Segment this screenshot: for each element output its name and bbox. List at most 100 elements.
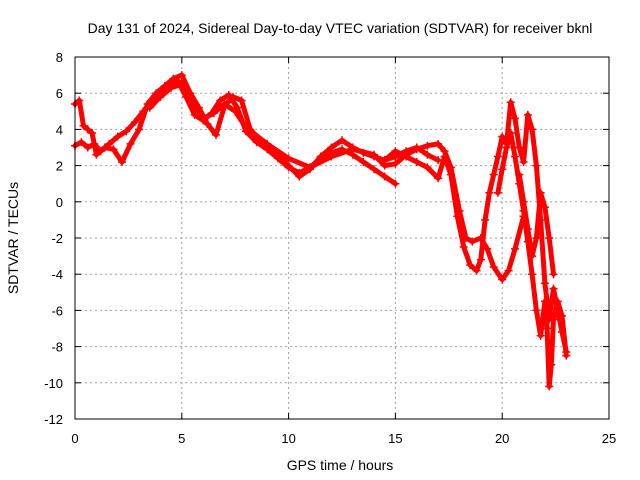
data-point [241, 123, 250, 132]
data-point [391, 159, 400, 168]
data-point [440, 152, 449, 161]
data-point [122, 127, 131, 136]
y-tick-label: -12 [44, 412, 63, 427]
data-point [327, 143, 336, 152]
data-point [295, 172, 304, 181]
data-point [348, 145, 357, 154]
data-point [523, 224, 532, 233]
x-tick-label: 10 [281, 431, 295, 446]
data-point [130, 118, 139, 127]
data-point [502, 143, 511, 152]
data-point [88, 129, 97, 138]
data-point [229, 92, 238, 101]
data-point [370, 150, 379, 159]
data-point [472, 266, 481, 275]
series-satellite-track-d [380, 98, 571, 357]
data-point [528, 252, 537, 261]
grid-lines [75, 57, 609, 419]
data-point [528, 270, 537, 279]
data-point [511, 244, 520, 253]
data-point [493, 188, 502, 197]
data-point [519, 157, 528, 166]
data-point [453, 212, 462, 221]
data-point [506, 98, 515, 107]
data-point [532, 306, 541, 315]
data-point [338, 136, 346, 145]
y-tick-label: -6 [51, 303, 63, 318]
data-point [545, 234, 554, 242]
data-point [498, 275, 507, 284]
data-point [543, 324, 552, 333]
data-point [532, 161, 541, 170]
y-tick-label: -4 [51, 267, 63, 282]
data-point [434, 174, 443, 183]
x-tick-label: 15 [388, 431, 402, 446]
data-point [545, 382, 554, 391]
data-point [423, 150, 432, 159]
data-point [536, 331, 545, 340]
data-point [79, 121, 88, 130]
chart-title: Day 131 of 2024, Sidereal Day-to-day VTE… [88, 20, 593, 36]
data-point [558, 311, 567, 320]
data-point [528, 125, 537, 134]
data-point [152, 89, 161, 98]
data-point [188, 98, 197, 107]
data-point [511, 152, 520, 161]
data-point [391, 179, 400, 188]
data-point [237, 96, 246, 105]
data-point [498, 132, 507, 141]
data-point [263, 139, 272, 148]
data-point [412, 145, 421, 154]
data-point [468, 237, 477, 246]
data-point [519, 197, 528, 206]
data-point [380, 156, 389, 165]
data-point [209, 109, 218, 118]
data-point [83, 143, 92, 152]
data-point [370, 165, 379, 174]
x-tick-label: 20 [495, 431, 509, 446]
data-point [391, 147, 400, 156]
y-tick-label: 0 [56, 195, 63, 210]
data-point [113, 132, 122, 141]
data-point [145, 103, 154, 112]
y-tick-label: 4 [56, 122, 63, 137]
data-point [100, 143, 109, 152]
data-point [540, 279, 549, 288]
data-point [540, 203, 549, 212]
data-series [71, 71, 571, 391]
data-point [493, 152, 502, 161]
data-point [498, 165, 507, 174]
y-tick-label: 8 [56, 50, 63, 65]
data-point [489, 262, 498, 271]
data-point [459, 243, 468, 252]
data-point [446, 170, 455, 179]
data-point [83, 125, 92, 134]
y-tick-labels: 8 6 4 2 0 -2 -4 -6 -8 -10 -12 [44, 50, 63, 427]
data-point [167, 83, 176, 92]
data-point [327, 152, 336, 161]
data-point [190, 110, 199, 119]
data-point [549, 315, 558, 324]
data-point [481, 215, 490, 224]
data-point [231, 107, 240, 116]
data-point [75, 96, 84, 105]
data-point [562, 351, 571, 360]
data-point [92, 150, 101, 159]
data-point [504, 266, 513, 275]
series-satellite-track-f [515, 170, 558, 279]
data-point [160, 81, 169, 90]
data-point [423, 141, 432, 150]
data-point [177, 80, 186, 89]
y-tick-label: -8 [51, 340, 63, 355]
data-point [109, 145, 118, 154]
data-point [515, 143, 524, 152]
data-point [466, 261, 475, 270]
data-point [549, 270, 558, 279]
data-point [540, 297, 549, 306]
x-tick-label: 5 [178, 431, 185, 446]
data-point [485, 188, 494, 197]
data-point [126, 139, 135, 148]
data-point [536, 188, 545, 197]
data-point [135, 125, 144, 134]
data-point [203, 119, 212, 128]
